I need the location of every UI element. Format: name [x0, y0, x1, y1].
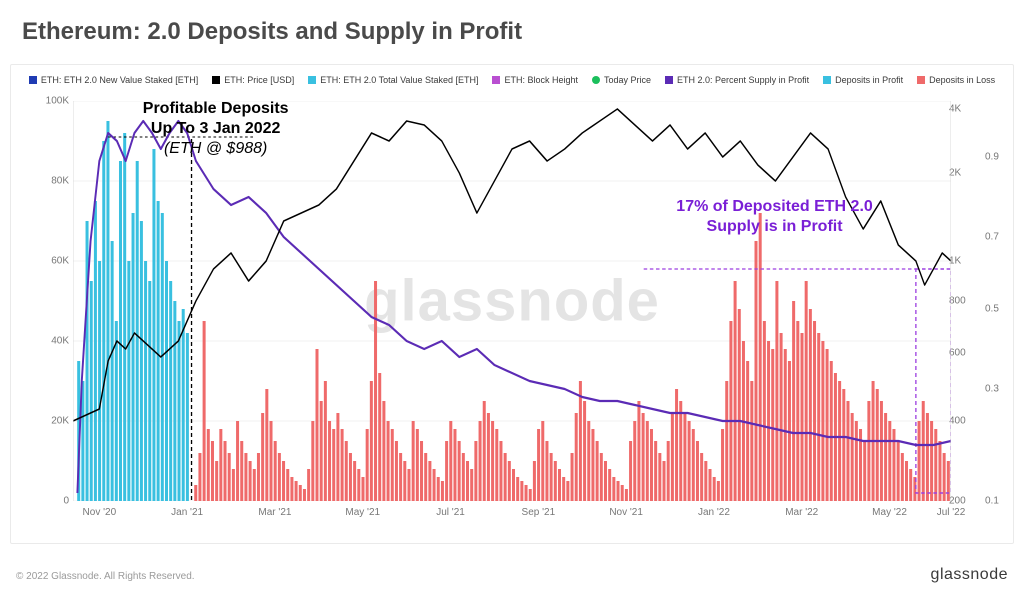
x-tick-label: Jan '22	[698, 507, 730, 518]
y-tick-label: 80K	[51, 176, 69, 187]
plot-area: glassnode Profitable Deposits Up To 3 Ja…	[73, 101, 951, 501]
y-tick-label: 400	[949, 416, 966, 427]
y-tick-label: 0.9	[985, 152, 999, 163]
legend-swatch	[592, 76, 600, 84]
legend-swatch	[308, 76, 316, 84]
y-tick-label: 60K	[51, 256, 69, 267]
chart-card: ETH: ETH 2.0 New Value Staked [ETH] ETH: …	[10, 64, 1014, 544]
legend: ETH: ETH 2.0 New Value Staked [ETH] ETH: …	[11, 75, 1013, 85]
legend-swatch	[492, 76, 500, 84]
chart-frame: { "title":"Ethereum: 2.0 Deposits and Su…	[0, 0, 1024, 590]
y-axis-right-price: 2004006008001K2K4K	[949, 101, 973, 501]
x-tick-label: Nov '20	[83, 507, 117, 518]
annotation-supply: 17% of Deposited ETH 2.0 Supply is in Pr…	[660, 197, 890, 237]
x-tick-label: Mar '21	[258, 507, 291, 518]
legend-swatch	[29, 76, 37, 84]
footer-brand: glassnode	[931, 566, 1008, 584]
x-tick-label: Jan '21	[171, 507, 203, 518]
legend-item: ETH 2.0: Percent Supply in Profit	[665, 75, 809, 85]
annotation-profitable: Profitable Deposits Up To 3 Jan 2022 (ET…	[126, 99, 306, 159]
y-tick-label: 0.3	[985, 384, 999, 395]
annotation-profitable-line1: Profitable Deposits	[126, 99, 306, 119]
y-tick-label: 40K	[51, 336, 69, 347]
legend-item: ETH: Price [USD]	[212, 75, 294, 85]
legend-label: ETH: Block Height	[504, 75, 578, 85]
y-tick-label: 600	[949, 348, 966, 359]
legend-item: Deposits in Loss	[917, 75, 995, 85]
legend-label: ETH: ETH 2.0 Total Value Staked [ETH]	[320, 75, 478, 85]
legend-label: Today Price	[604, 75, 651, 85]
legend-swatch	[917, 76, 925, 84]
legend-label: ETH 2.0: Percent Supply in Profit	[677, 75, 809, 85]
y-tick-label: 100K	[46, 96, 69, 107]
legend-swatch	[823, 76, 831, 84]
legend-item: ETH: ETH 2.0 New Value Staked [ETH]	[29, 75, 198, 85]
x-tick-label: May '21	[345, 507, 380, 518]
legend-swatch	[212, 76, 220, 84]
x-tick-label: Jul '22	[937, 507, 966, 518]
legend-item: ETH: Block Height	[492, 75, 578, 85]
chart-svg	[73, 101, 951, 501]
legend-label: ETH: Price [USD]	[224, 75, 294, 85]
y-tick-label: 0.7	[985, 232, 999, 243]
x-tick-label: May '22	[872, 507, 907, 518]
y-tick-label: 0	[63, 496, 69, 507]
y-tick-label: 800	[949, 296, 966, 307]
x-tick-label: Jul '21	[436, 507, 465, 518]
annotation-supply-line1: 17% of Deposited ETH 2.0	[660, 197, 890, 217]
footer-copyright: © 2022 Glassnode. All Rights Reserved.	[16, 571, 195, 582]
y-tick-label: 0.1	[985, 496, 999, 507]
y-axis-left: 020K40K60K80K100K	[33, 101, 69, 501]
page-title: Ethereum: 2.0 Deposits and Supply in Pro…	[22, 18, 522, 46]
x-axis: Nov '20 Jan '21 Mar '21 May '21 Jul '21 Sep '…	[73, 507, 951, 521]
legend-label: ETH: ETH 2.0 New Value Staked [ETH]	[41, 75, 198, 85]
annotation-supply-line2: Supply is in Profit	[660, 217, 890, 237]
y-tick-label: 20K	[51, 416, 69, 427]
x-tick-label: Mar '22	[785, 507, 818, 518]
legend-swatch	[665, 76, 673, 84]
legend-item: Today Price	[592, 75, 651, 85]
legend-item: ETH: ETH 2.0 Total Value Staked [ETH]	[308, 75, 478, 85]
x-tick-label: Sep '21	[522, 507, 556, 518]
legend-label: Deposits in Loss	[929, 75, 995, 85]
y-tick-label: 0.5	[985, 304, 999, 315]
y-axis-right-pct: 0.10.30.50.70.9	[985, 101, 1007, 501]
legend-label: Deposits in Profit	[835, 75, 903, 85]
y-tick-label: 200	[949, 496, 966, 507]
legend-item: Deposits in Profit	[823, 75, 903, 85]
annotation-profitable-line3: (ETH @ $988)	[126, 139, 306, 159]
annotation-profitable-line2: Up To 3 Jan 2022	[126, 119, 306, 139]
x-tick-label: Nov '21	[609, 507, 643, 518]
